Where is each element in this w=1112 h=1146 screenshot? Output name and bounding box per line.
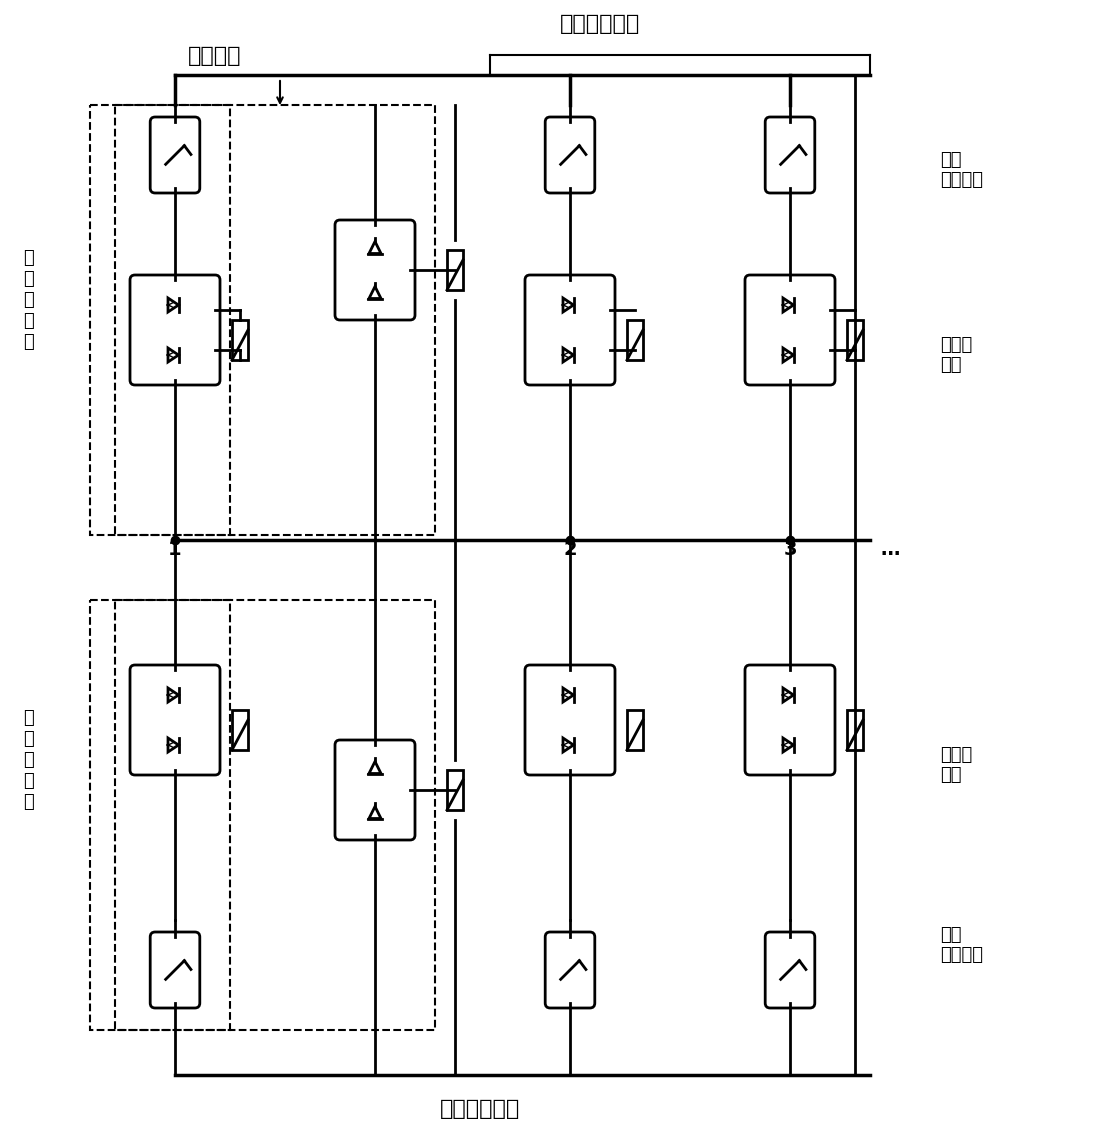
Text: 上
通
流
支
路: 上 通 流 支 路 xyxy=(22,250,33,351)
Text: 下通流: 下通流 xyxy=(940,746,972,764)
Text: 下
通
流
支
路: 下 通 流 支 路 xyxy=(22,709,33,810)
Text: 开关: 开关 xyxy=(940,356,962,374)
Text: 上通流: 上通流 xyxy=(940,336,972,354)
Bar xyxy=(90,601,230,1030)
Text: 第一直流母线: 第一直流母线 xyxy=(559,14,641,34)
Text: 断流支路: 断流支路 xyxy=(188,46,241,66)
Bar xyxy=(847,711,863,749)
FancyBboxPatch shape xyxy=(545,117,595,193)
Text: 快速: 快速 xyxy=(940,926,962,944)
Bar xyxy=(447,250,463,290)
Bar xyxy=(232,320,248,360)
FancyBboxPatch shape xyxy=(130,275,220,385)
Text: 开关: 开关 xyxy=(940,766,962,784)
FancyBboxPatch shape xyxy=(150,932,200,1008)
FancyBboxPatch shape xyxy=(765,932,815,1008)
Text: 2: 2 xyxy=(563,540,577,559)
Bar xyxy=(232,711,248,749)
FancyBboxPatch shape xyxy=(545,932,595,1008)
FancyBboxPatch shape xyxy=(130,665,220,775)
FancyBboxPatch shape xyxy=(745,665,835,775)
Text: 3: 3 xyxy=(783,540,797,559)
Bar xyxy=(627,711,643,749)
Text: 机械开关: 机械开关 xyxy=(940,945,983,964)
Text: 快速: 快速 xyxy=(940,151,962,168)
Text: 1: 1 xyxy=(168,540,182,559)
FancyBboxPatch shape xyxy=(525,275,615,385)
FancyBboxPatch shape xyxy=(335,740,415,840)
Bar xyxy=(90,105,230,535)
FancyBboxPatch shape xyxy=(765,117,815,193)
Bar xyxy=(447,770,463,810)
Bar xyxy=(115,105,435,535)
FancyBboxPatch shape xyxy=(525,665,615,775)
Bar xyxy=(115,601,435,1030)
Text: 第二直流母线: 第二直流母线 xyxy=(440,1099,520,1118)
Text: 机械开关: 机械开关 xyxy=(940,171,983,189)
FancyBboxPatch shape xyxy=(335,220,415,320)
Bar xyxy=(627,320,643,360)
FancyBboxPatch shape xyxy=(150,117,200,193)
Text: …: … xyxy=(881,540,900,559)
Bar xyxy=(847,320,863,360)
FancyBboxPatch shape xyxy=(745,275,835,385)
